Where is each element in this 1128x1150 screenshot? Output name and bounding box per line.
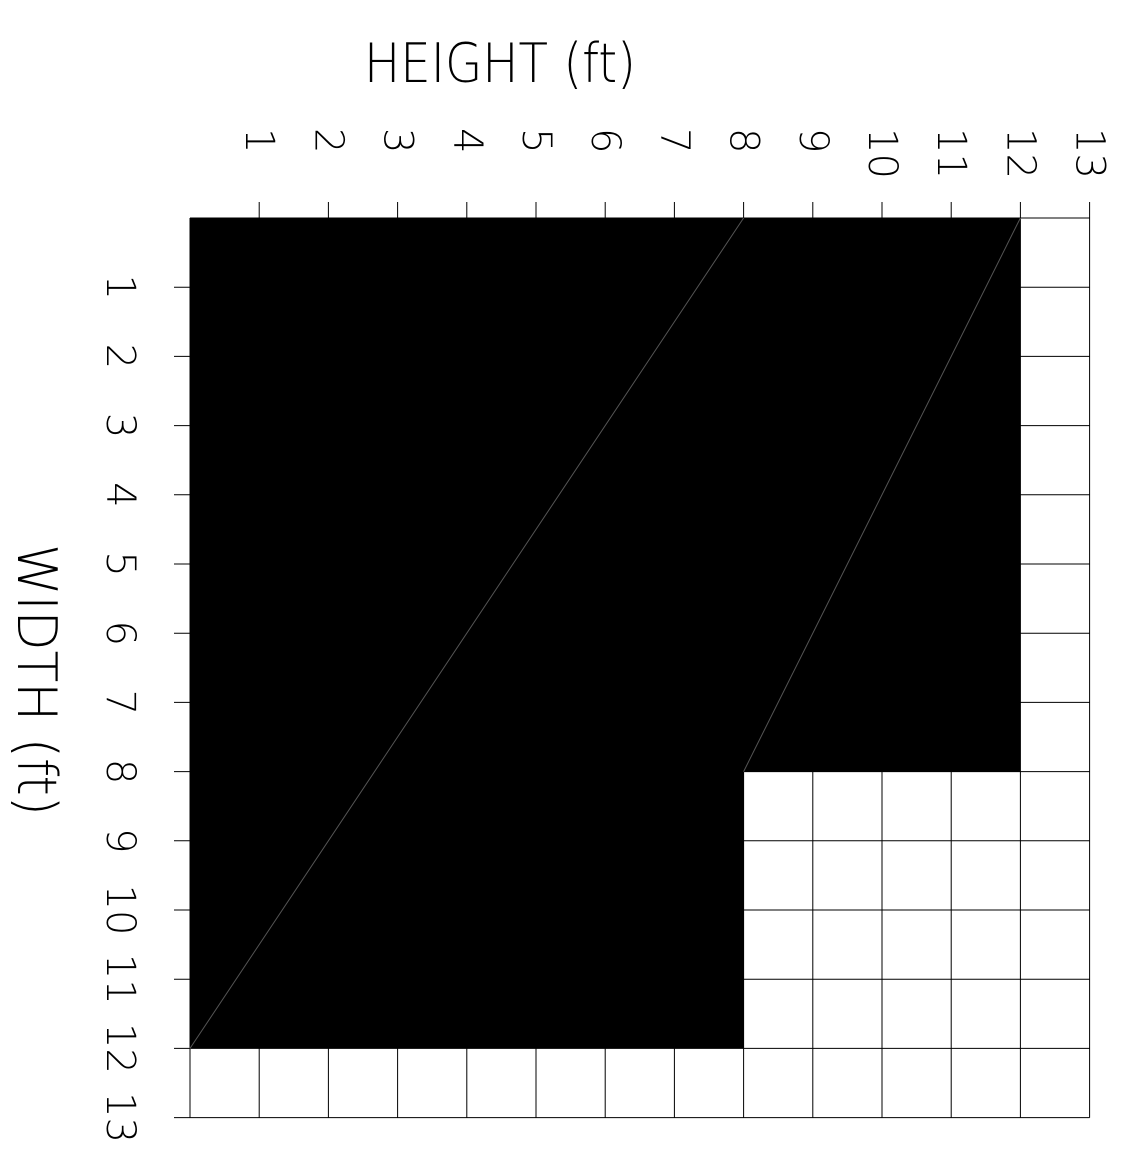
y-tick-label: 11 <box>97 954 143 1005</box>
y-tick-label: 7 <box>97 690 143 715</box>
y-tick-label: 8 <box>97 759 143 784</box>
piece-1-diagonal <box>189 217 745 1049</box>
x-tick-label: 5 <box>513 128 559 153</box>
diagonals <box>189 217 1021 1049</box>
x-tick-label: 1 <box>236 128 282 153</box>
x-tick-label: 6 <box>582 128 628 153</box>
x-tick-label: 3 <box>375 128 421 153</box>
x-tick-label: 12 <box>997 128 1043 179</box>
x-axis-title: HEIGHT (ft) <box>364 32 636 95</box>
y-axis-title: WIDTH (ft) <box>5 544 68 816</box>
x-tick-labels: 1 2 3 4 5 6 7 8 9 10 11 12 13 <box>236 128 1112 179</box>
x-tick-label: 10 <box>859 128 905 179</box>
y-tick-label: 2 <box>97 344 143 369</box>
y-tick-label: 12 <box>97 1023 143 1074</box>
y-tick-label: 4 <box>97 482 143 507</box>
y-tick-label: 10 <box>97 885 143 936</box>
y-tick-label: 13 <box>97 1092 143 1143</box>
y-tick-label: 5 <box>97 551 143 576</box>
x-tick-label: 9 <box>790 128 836 153</box>
piece-2-diagonal <box>743 217 1021 772</box>
y-tick-label: 9 <box>97 828 143 853</box>
x-tick-label: 2 <box>305 128 351 153</box>
x-tick-label: 7 <box>651 128 697 153</box>
y-tick-label: 6 <box>97 620 143 645</box>
x-tick-label: 11 <box>928 128 974 179</box>
y-tick-label: 1 <box>97 274 143 299</box>
grid-lines <box>174 202 1091 1119</box>
x-tick-label: 4 <box>444 128 490 153</box>
x-tick-label: 13 <box>1067 128 1113 179</box>
x-tick-label: 8 <box>721 128 767 153</box>
y-tick-label: 3 <box>97 413 143 438</box>
